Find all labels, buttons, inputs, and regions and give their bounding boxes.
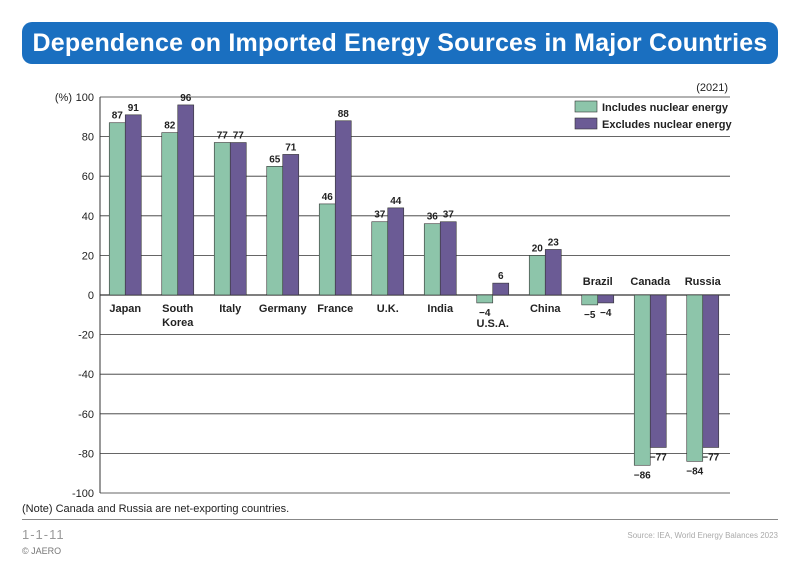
bar [597,294,615,304]
bar [371,221,389,296]
data-label: 88 [338,109,350,120]
bar [161,132,179,296]
y-tick-label: -100 [72,488,94,500]
source-credit: Source: IEA, World Energy Balances 2023 [627,531,778,540]
bar [334,120,352,296]
category-label: Korea [162,317,194,329]
category-label: France [317,303,353,315]
data-label: 44 [390,196,402,207]
data-label: 82 [164,121,176,132]
data-label: −77 [702,452,719,463]
year-label: (2021) [696,82,728,94]
y-tick-label: -20 [78,330,94,342]
bar [649,294,667,448]
y-tick-label: 40 [82,211,94,223]
bar [439,221,457,296]
data-label: 77 [217,131,229,142]
data-label: −84 [686,466,703,477]
bar [544,249,562,296]
data-label: 6 [498,271,504,282]
data-label: 46 [322,192,334,203]
category-label: Japan [109,303,141,315]
y-tick-label: -40 [78,369,94,381]
category-label: South [162,303,193,315]
y-tick-label: -60 [78,409,94,421]
legend-label: Excludes nuclear energy [602,119,732,131]
data-label: 37 [374,210,386,221]
bar [423,223,441,296]
category-label: Canada [630,276,671,288]
data-label: −86 [634,470,651,481]
data-label: 36 [427,212,439,223]
data-label: 87 [112,111,124,122]
bar [528,255,546,296]
bar [266,166,284,296]
bar [492,282,510,296]
data-label: 77 [233,131,245,142]
data-label: 96 [180,93,192,104]
legend-label: Includes nuclear energy [602,102,729,114]
bar [702,294,720,448]
bar [476,294,494,304]
bar [633,294,651,466]
data-label: 91 [128,103,140,114]
data-label: −5 [584,310,596,321]
copyright: © JAERO [22,546,62,556]
y-tick-label: 0 [88,290,94,302]
data-label: −77 [650,452,667,463]
y-tick-label: 80 [82,132,94,144]
data-label: 20 [532,243,544,254]
category-label: China [530,303,561,315]
category-label: U.S.A. [477,318,509,330]
legend-swatch [574,117,598,130]
legend-swatch [574,100,598,113]
bar [213,142,231,296]
category-label: India [427,303,454,315]
category-label: Germany [259,303,308,315]
data-label: −4 [479,308,491,319]
data-label: 23 [548,237,560,248]
category-label: Russia [685,276,722,288]
y-tick-label: 20 [82,250,94,262]
footer-divider [22,519,778,520]
y-axis-label: (%) [55,92,72,104]
y-tick-label: -80 [78,448,94,460]
category-label: Italy [219,303,242,315]
bar [177,104,195,296]
data-label: −4 [600,308,612,319]
bar [686,294,704,462]
data-label: 71 [285,142,297,153]
figure-id: 1-1-11 [22,527,65,542]
footnote: (Note) Canada and Russia are net-exporti… [22,503,290,515]
category-label: U.K. [377,303,399,315]
y-tick-label: 60 [82,171,94,183]
chart-title-banner: Dependence on Imported Energy Sources in… [22,22,778,64]
bar [581,294,599,306]
bar [282,154,300,296]
category-label: Brazil [583,276,613,288]
y-tick-label: 100 [76,92,94,104]
bar [229,142,247,296]
data-label: 37 [443,210,455,221]
bar [108,122,126,296]
bar [124,114,142,296]
bar [387,207,405,296]
data-label: 65 [269,154,281,165]
bar [318,203,336,296]
